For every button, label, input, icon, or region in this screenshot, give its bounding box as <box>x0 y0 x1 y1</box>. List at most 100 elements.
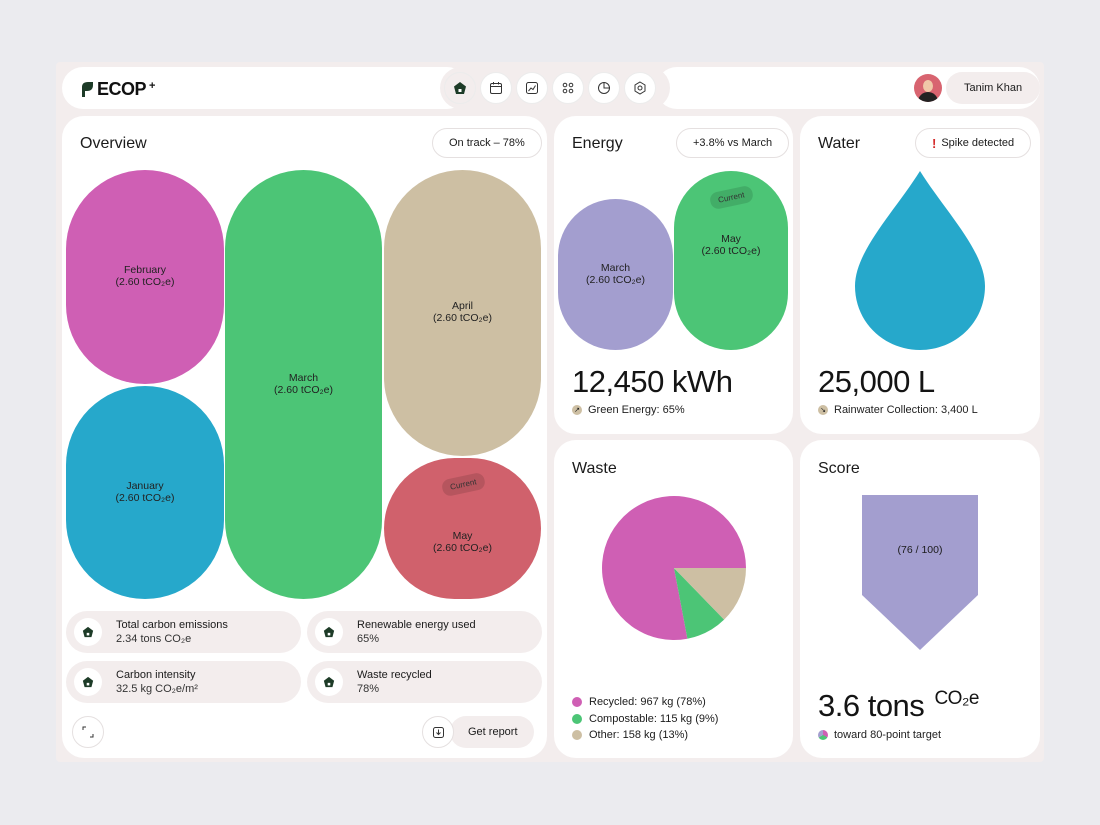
waste-legend: Recycled: 967 kg (78%) Compostable: 115 … <box>572 694 718 744</box>
energy-note-text: Green Energy: 65% <box>588 404 685 416</box>
month-value: (2.60 tCO₂e) <box>433 312 492 324</box>
stat-waste-recycled: Waste recycled 78% <box>307 661 542 703</box>
score-value: (76 / 100) <box>897 544 943 556</box>
home-icon <box>82 676 94 688</box>
month-value: (2.60 tCO₂e) <box>586 273 645 286</box>
home-icon <box>82 626 94 638</box>
score-unit: CO₂e <box>934 688 979 709</box>
home-icon <box>323 626 335 638</box>
stat-renewable-energy: Renewable energy used 65% <box>307 611 542 653</box>
waste-pie-chart <box>602 496 746 640</box>
month-name: March <box>288 371 319 384</box>
month-name: May <box>452 529 473 542</box>
pie-slice-compostable[interactable] <box>674 568 725 639</box>
pie-icon <box>598 82 610 94</box>
legend-label: Other: 158 kg (13%) <box>589 729 689 741</box>
stat-total-emissions: Total carbon emissions 2.34 tons CO₂e <box>66 611 301 653</box>
score-total: 3.6 tons CO₂e <box>818 688 979 724</box>
user-menu[interactable]: Tanim Khan <box>914 72 1041 104</box>
nav-settings[interactable] <box>624 72 656 104</box>
waste-title: Waste <box>572 460 617 477</box>
month-name: February <box>123 264 166 277</box>
get-report[interactable]: Get report <box>422 716 534 748</box>
stat-value: 2.34 tons CO₂e <box>116 633 192 645</box>
legend-dot <box>572 730 582 741</box>
leaf-icon <box>82 82 93 97</box>
home-icon <box>323 676 335 688</box>
month-blob-january[interactable]: January (2.60 tCO₂e) <box>66 386 224 599</box>
energy-note: ↗ Green Energy: 65% <box>572 404 685 416</box>
legend-item: Compostable: 115 kg (9%) <box>572 711 718 728</box>
legend-item: Other: 158 kg (13%) <box>572 727 718 744</box>
legend-dot <box>572 697 582 708</box>
get-report-button[interactable]: Get report <box>450 716 534 748</box>
avatar <box>914 74 942 102</box>
legend-item: Recycled: 967 kg (78%) <box>572 694 718 711</box>
stat-label: Renewable energy used <box>357 618 476 631</box>
score-note: toward 80-point target <box>818 729 941 741</box>
settings-icon <box>634 81 646 95</box>
energy-total: 12,450 kWh <box>572 364 733 399</box>
energy-change-badge: +3.8% vs March <box>676 128 790 158</box>
target-icon <box>818 730 828 740</box>
score-shape <box>862 495 978 650</box>
water-alert-badge: ! Spike detected <box>915 128 1032 158</box>
rain-icon: ↘ <box>818 405 828 415</box>
pie-slice-other[interactable] <box>674 568 746 620</box>
water-note-text: Rainwater Collection: 3,400 L <box>834 404 978 416</box>
nav-home[interactable] <box>444 72 476 104</box>
stat-icon <box>74 618 102 646</box>
month-blob-may[interactable]: May (2.60 tCO₂e) <box>384 458 541 599</box>
month-blob-april[interactable]: April (2.60 tCO₂e) <box>384 170 541 456</box>
legend-label: Compostable: 115 kg (9%) <box>589 712 719 725</box>
energy-blob-march[interactable]: March (2.60 tCO₂e) <box>558 199 673 350</box>
stat-value: 65% <box>357 633 380 645</box>
expand-icon <box>82 726 94 738</box>
home-icon <box>454 82 466 94</box>
expand-button[interactable] <box>72 716 104 748</box>
water-total: 25,000 L <box>818 364 935 399</box>
nav-trend[interactable] <box>516 72 548 104</box>
score-title: Score <box>818 460 860 477</box>
nav-calendar[interactable] <box>480 72 512 104</box>
month-value: (2.60 tCO₂e) <box>115 491 175 504</box>
water-drop <box>855 171 985 350</box>
score-total-value: 3.6 tons <box>818 688 925 723</box>
month-name: May <box>721 232 741 245</box>
stat-label: Carbon intensity <box>116 668 196 681</box>
main-nav <box>444 72 656 104</box>
month-name: March <box>600 261 631 274</box>
logo-text: ECOP <box>97 79 147 99</box>
energy-blob-may[interactable]: May (2.60 tCO₂e) <box>674 171 788 350</box>
grid-icon <box>562 82 574 94</box>
month-blob-march[interactable]: March (2.60 tCO₂e) <box>225 170 382 599</box>
trend-icon <box>526 82 538 94</box>
user-name: Tanim Khan <box>946 72 1041 104</box>
stat-icon <box>74 668 102 696</box>
stat-icon <box>315 668 343 696</box>
download-button[interactable] <box>422 716 454 748</box>
month-value: (2.60 tCO₂e) <box>701 244 761 257</box>
month-value: (2.60 tCO₂e) <box>115 276 175 288</box>
nav-grid[interactable] <box>552 72 584 104</box>
stat-icon <box>315 618 343 646</box>
water-note: ↘ Rainwater Collection: 3,400 L <box>818 404 978 416</box>
nav-pie[interactable] <box>588 72 620 104</box>
alert-icon: ! <box>932 135 937 151</box>
overview-title: Overview <box>80 135 147 152</box>
overview-status-badge: On track – 78% <box>432 128 542 158</box>
topbar-left <box>62 67 468 109</box>
water-title: Water <box>818 135 861 152</box>
energy-title: Energy <box>572 135 623 152</box>
download-icon <box>432 726 444 738</box>
calendar-icon <box>490 82 502 94</box>
month-blob-february[interactable]: February (2.60 tCO₂e) <box>66 170 224 384</box>
month-name: April <box>451 300 473 313</box>
month-value: (2.60 tCO₂e) <box>274 383 333 396</box>
month-name: January <box>126 479 164 492</box>
logo-sup: + <box>149 79 155 92</box>
arrow-up-right-icon: ↗ <box>572 405 582 415</box>
stat-label: Total carbon emissions <box>116 618 228 631</box>
water-drop-shape <box>855 171 985 350</box>
app-logo[interactable]: ECOP + <box>80 79 155 100</box>
